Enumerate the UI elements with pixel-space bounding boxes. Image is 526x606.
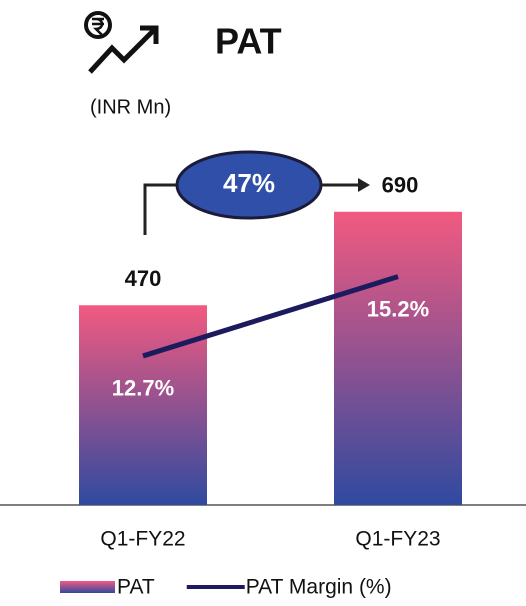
icon xyxy=(84,11,159,74)
legend-label: PAT Margin (%) xyxy=(246,576,392,599)
x-tick-label: Q1-FY22 xyxy=(100,528,185,551)
growth-connector xyxy=(143,150,370,235)
legend-label: PAT xyxy=(117,576,155,599)
line-value-label: 12.7% xyxy=(112,376,174,401)
line-value-label: 15.2% xyxy=(367,296,429,321)
line xyxy=(142,274,399,359)
bar-value-label: 690 xyxy=(382,173,419,198)
chart-title: PAT xyxy=(215,21,282,62)
growth-label: 47% xyxy=(223,168,275,198)
legend-swatch xyxy=(60,581,115,593)
x-tick-label: Q1-FY23 xyxy=(355,528,440,551)
bar-value-label: 470 xyxy=(125,266,162,291)
subtitle: (INR Mn) xyxy=(90,96,171,118)
bar xyxy=(79,305,207,505)
bar xyxy=(334,211,462,505)
